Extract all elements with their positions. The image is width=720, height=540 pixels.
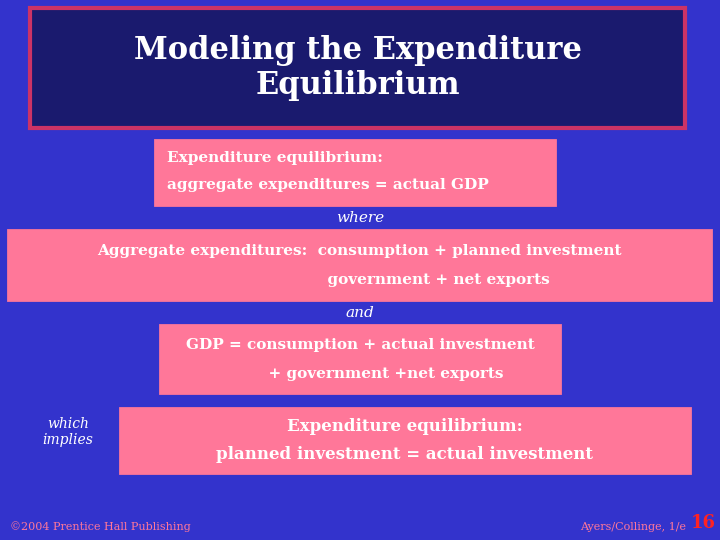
- FancyBboxPatch shape: [160, 325, 560, 393]
- Text: Aggregate expenditures:  consumption + planned investment: Aggregate expenditures: consumption + pl…: [97, 244, 622, 258]
- Text: Ayers/Collinge, 1/e: Ayers/Collinge, 1/e: [580, 522, 686, 532]
- Text: Modeling the Expenditure
Equilibrium: Modeling the Expenditure Equilibrium: [133, 35, 582, 102]
- Text: Expenditure equilibrium:: Expenditure equilibrium:: [287, 418, 523, 435]
- Text: planned investment = actual investment: planned investment = actual investment: [217, 446, 593, 463]
- FancyBboxPatch shape: [155, 140, 555, 205]
- Text: Expenditure equilibrium:: Expenditure equilibrium:: [167, 151, 383, 165]
- Text: which
implies: which implies: [42, 417, 94, 447]
- Text: GDP = consumption + actual investment: GDP = consumption + actual investment: [186, 339, 534, 353]
- FancyBboxPatch shape: [8, 230, 711, 300]
- Text: + government +net exports: + government +net exports: [216, 367, 504, 381]
- Text: aggregate expenditures = actual GDP: aggregate expenditures = actual GDP: [167, 179, 489, 192]
- Text: where: where: [336, 211, 384, 225]
- Text: 16: 16: [690, 514, 716, 532]
- Text: government + net exports: government + net exports: [170, 273, 549, 287]
- FancyBboxPatch shape: [30, 8, 685, 128]
- Text: ©2004 Prentice Hall Publishing: ©2004 Prentice Hall Publishing: [10, 522, 191, 532]
- FancyBboxPatch shape: [120, 408, 690, 473]
- Text: and: and: [346, 306, 374, 320]
